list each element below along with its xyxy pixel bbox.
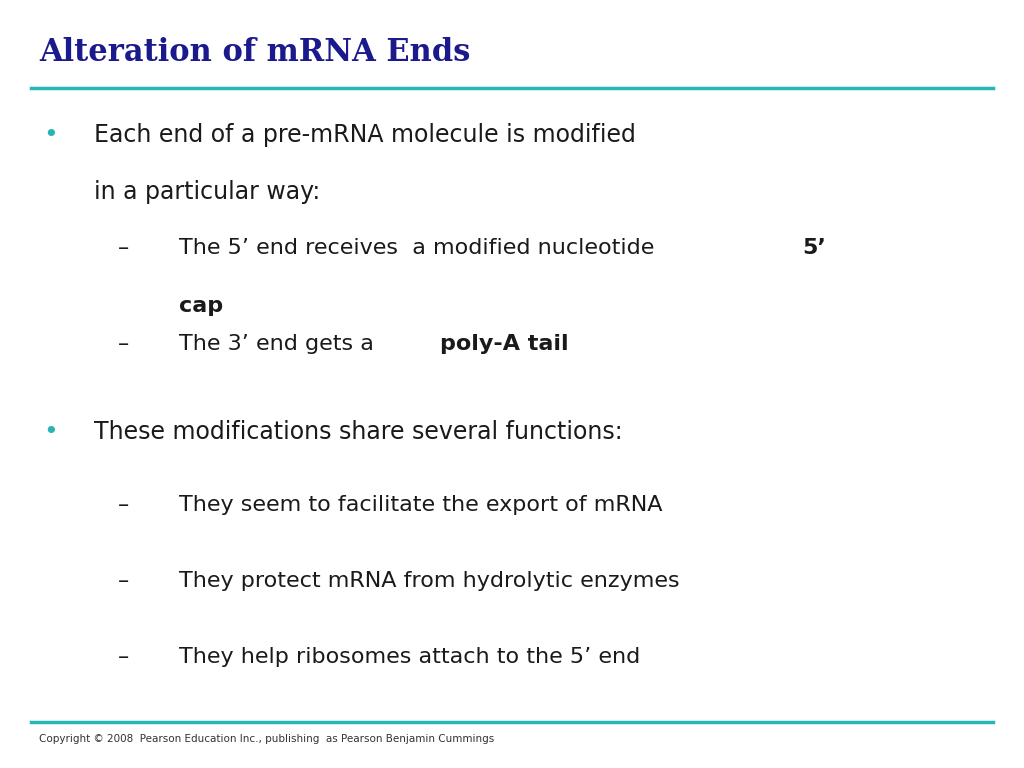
Text: The 3’ end gets a: The 3’ end gets a	[179, 334, 381, 354]
Text: –: –	[118, 334, 129, 354]
Text: –: –	[118, 238, 129, 258]
Text: They protect mRNA from hydrolytic enzymes: They protect mRNA from hydrolytic enzyme…	[179, 571, 680, 591]
Text: 5’: 5’	[802, 238, 825, 258]
Text: –: –	[118, 571, 129, 591]
Text: •: •	[43, 123, 57, 147]
Text: Alteration of mRNA Ends: Alteration of mRNA Ends	[39, 37, 470, 68]
Text: –: –	[118, 495, 129, 515]
Text: Each end of a pre-mRNA molecule is modified: Each end of a pre-mRNA molecule is modif…	[94, 123, 636, 147]
Text: The 5’ end receives  a modified nucleotide: The 5’ end receives a modified nucleotid…	[179, 238, 662, 258]
Text: –: –	[118, 647, 129, 667]
Text: •: •	[43, 420, 57, 444]
Text: They help ribosomes attach to the 5’ end: They help ribosomes attach to the 5’ end	[179, 647, 640, 667]
Text: Copyright © 2008  Pearson Education Inc., publishing  as Pearson Benjamin Cummin: Copyright © 2008 Pearson Education Inc.,…	[39, 733, 495, 744]
Text: cap: cap	[179, 296, 223, 316]
Text: in a particular way:: in a particular way:	[94, 180, 321, 204]
Text: They seem to facilitate the export of mRNA: They seem to facilitate the export of mR…	[179, 495, 663, 515]
Text: poly-A tail: poly-A tail	[440, 334, 568, 354]
Text: These modifications share several functions:: These modifications share several functi…	[94, 420, 623, 444]
